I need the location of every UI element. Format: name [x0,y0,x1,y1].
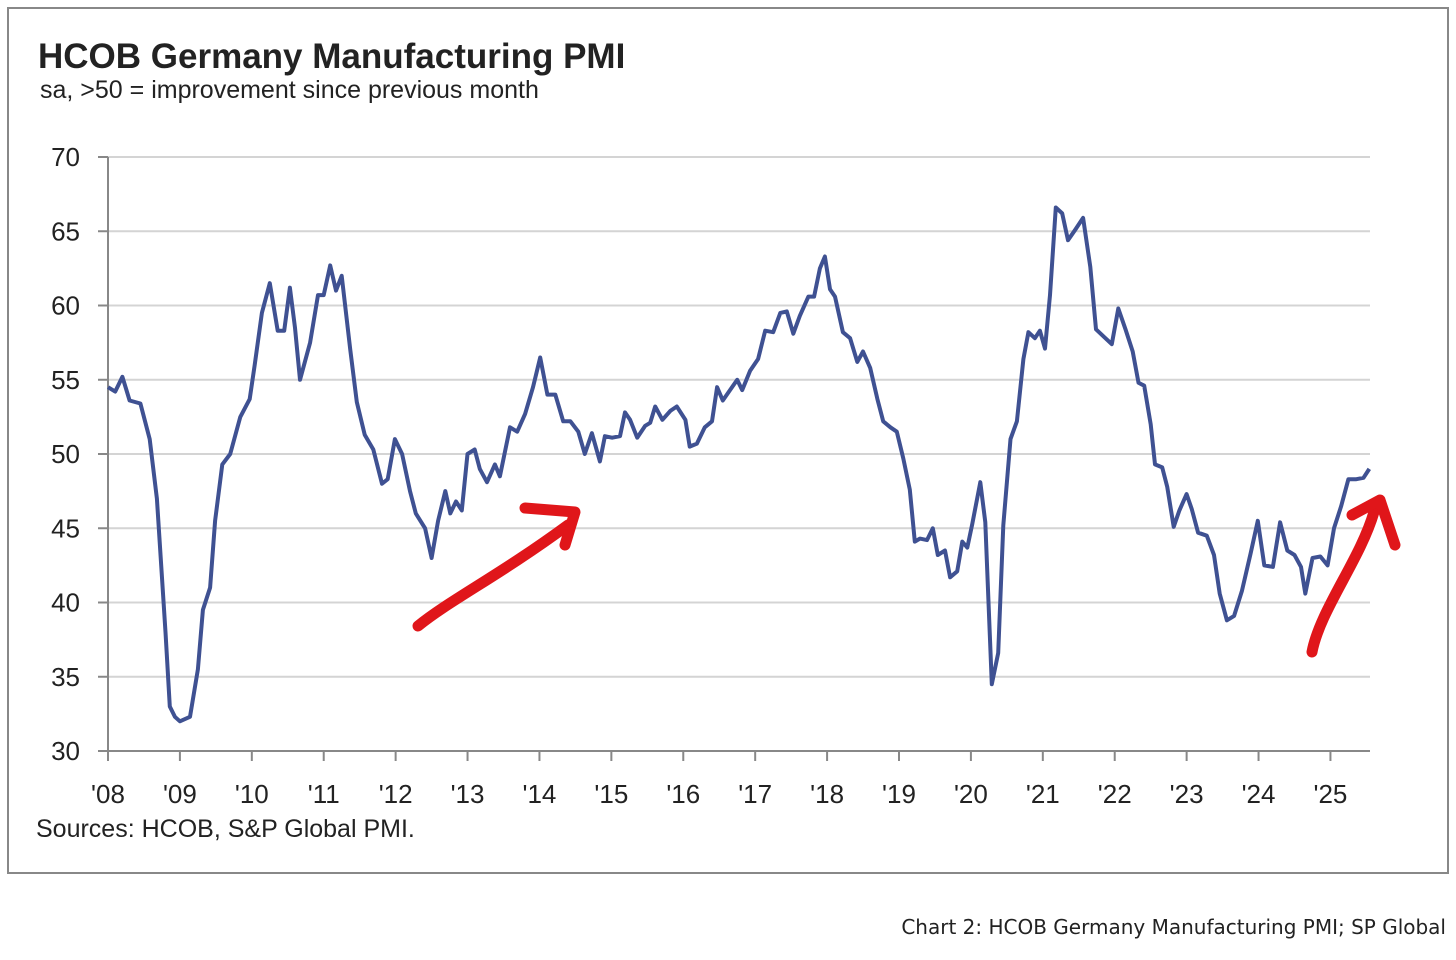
y-tick-label: 65 [51,216,80,246]
x-tick-label: '10 [235,779,269,809]
annotations [412,494,1401,658]
y-tick-label: 45 [51,513,80,543]
chart-frame [7,7,1449,874]
x-tick-label: '21 [1026,779,1060,809]
y-tick-label: 50 [51,439,80,469]
x-tick-label: '11 [308,779,340,809]
chart-title: HCOB Germany Manufacturing PMI [38,37,625,76]
x-tick-label: '16 [666,779,700,809]
x-tick-label: '22 [1098,779,1132,809]
y-tick-label: 30 [51,736,80,766]
arrow [1306,506,1380,658]
line-series [106,205,1371,724]
y-tick-label: 70 [51,142,80,172]
x-tick-label: '13 [451,779,485,809]
caption: Chart 2: HCOB Germany Manufacturing PMI;… [901,915,1446,939]
x-tick-label: '24 [1242,779,1276,809]
x-tick-label: '17 [738,779,772,809]
x-tick-label: '12 [379,779,413,809]
x-tick-label: '19 [882,779,916,809]
x-tick-label: '08 [91,779,125,809]
x-tick-label: '20 [954,779,988,809]
plot-area: 30 35 40 45 50 55 60 65 70 '08 '09 '10 '11 '12 '13 '14 '… [51,142,1371,809]
y-tick-label: 55 [51,365,80,395]
arrow [412,519,574,632]
y-tick-label: 60 [51,291,80,321]
source: Sources: HCOB, S&P Global PMI. [36,815,415,843]
x-tick-label: '23 [1170,779,1204,809]
x-tick-label: '14 [523,779,557,809]
x-tick-label: '25 [1314,779,1348,809]
arrow-head [1346,494,1401,551]
chart-subtitle: sa, >50 = improvement since previous mon… [40,76,539,104]
y-tick-label: 35 [51,662,80,692]
arrow-head [519,502,581,551]
x-tick-label: '09 [163,779,197,809]
x-tick-label: '18 [810,779,844,809]
y-tick-label: 40 [51,588,80,618]
x-tick-label: '15 [594,779,628,809]
